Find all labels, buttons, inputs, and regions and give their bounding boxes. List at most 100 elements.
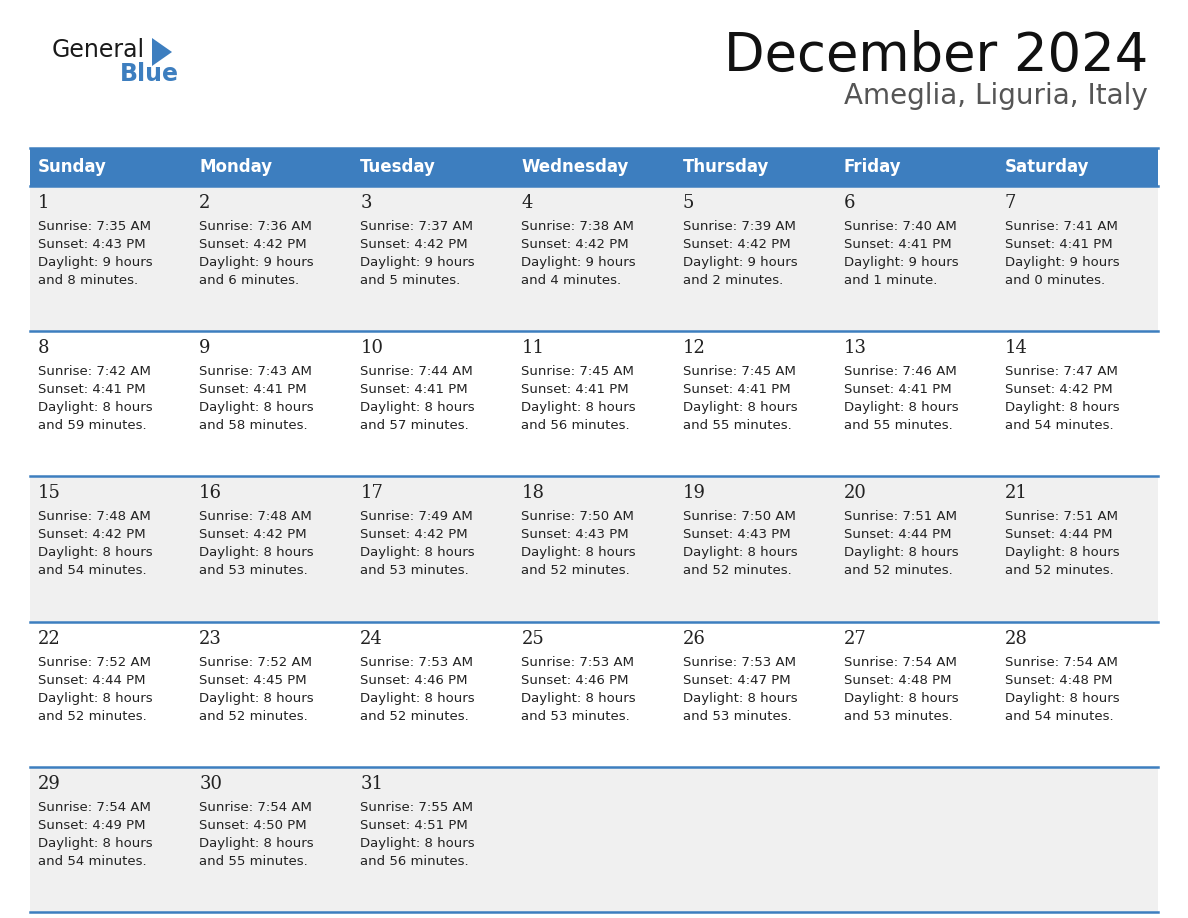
Text: Friday: Friday (843, 158, 902, 176)
Text: 31: 31 (360, 775, 384, 793)
Text: Daylight: 9 hours: Daylight: 9 hours (200, 256, 314, 269)
Text: 21: 21 (1005, 485, 1028, 502)
Text: and 52 minutes.: and 52 minutes. (1005, 565, 1113, 577)
Bar (30, 767, 1158, 912)
Text: Sunrise: 7:40 AM: Sunrise: 7:40 AM (843, 220, 956, 233)
Text: and 52 minutes.: and 52 minutes. (522, 565, 630, 577)
Text: Saturday: Saturday (1005, 158, 1089, 176)
Text: Sunrise: 7:49 AM: Sunrise: 7:49 AM (360, 510, 473, 523)
Text: Sunrise: 7:54 AM: Sunrise: 7:54 AM (843, 655, 956, 668)
Text: Sunrise: 7:37 AM: Sunrise: 7:37 AM (360, 220, 473, 233)
Text: Daylight: 8 hours: Daylight: 8 hours (360, 837, 475, 850)
Text: Sunset: 4:43 PM: Sunset: 4:43 PM (683, 529, 790, 542)
Text: Tuesday: Tuesday (360, 158, 436, 176)
Text: and 56 minutes.: and 56 minutes. (360, 855, 469, 868)
Text: Daylight: 9 hours: Daylight: 9 hours (843, 256, 959, 269)
Text: Daylight: 9 hours: Daylight: 9 hours (360, 256, 475, 269)
Text: and 58 minutes.: and 58 minutes. (200, 420, 308, 432)
Text: 19: 19 (683, 485, 706, 502)
Text: Sunset: 4:41 PM: Sunset: 4:41 PM (522, 383, 630, 397)
Text: Sunset: 4:44 PM: Sunset: 4:44 PM (843, 529, 952, 542)
Text: Sunset: 4:42 PM: Sunset: 4:42 PM (1005, 383, 1112, 397)
Text: Sunrise: 7:35 AM: Sunrise: 7:35 AM (38, 220, 151, 233)
Text: and 53 minutes.: and 53 minutes. (843, 710, 953, 722)
Text: Daylight: 8 hours: Daylight: 8 hours (200, 546, 314, 559)
Text: and 53 minutes.: and 53 minutes. (360, 565, 469, 577)
Text: Sunset: 4:42 PM: Sunset: 4:42 PM (200, 238, 307, 251)
Text: Daylight: 8 hours: Daylight: 8 hours (38, 691, 152, 705)
Text: Sunrise: 7:54 AM: Sunrise: 7:54 AM (200, 800, 312, 813)
Bar (30, 148, 191, 186)
Text: 18: 18 (522, 485, 544, 502)
Text: Sunrise: 7:53 AM: Sunrise: 7:53 AM (522, 655, 634, 668)
Text: 13: 13 (843, 339, 867, 357)
Text: Sunset: 4:48 PM: Sunset: 4:48 PM (843, 674, 952, 687)
Text: Daylight: 8 hours: Daylight: 8 hours (843, 546, 959, 559)
Bar (30, 331, 1158, 476)
Text: and 53 minutes.: and 53 minutes. (522, 710, 630, 722)
Text: Sunset: 4:47 PM: Sunset: 4:47 PM (683, 674, 790, 687)
Text: Wednesday: Wednesday (522, 158, 628, 176)
Bar (30, 621, 1158, 767)
Text: and 55 minutes.: and 55 minutes. (683, 420, 791, 432)
Text: and 52 minutes.: and 52 minutes. (38, 710, 147, 722)
Text: 28: 28 (1005, 630, 1028, 647)
Text: Daylight: 8 hours: Daylight: 8 hours (38, 546, 152, 559)
Text: Daylight: 8 hours: Daylight: 8 hours (1005, 401, 1119, 414)
Text: Daylight: 9 hours: Daylight: 9 hours (1005, 256, 1119, 269)
Text: and 4 minutes.: and 4 minutes. (522, 274, 621, 287)
Text: and 55 minutes.: and 55 minutes. (843, 420, 953, 432)
Text: Sunrise: 7:42 AM: Sunrise: 7:42 AM (38, 365, 151, 378)
Text: Ameglia, Liguria, Italy: Ameglia, Liguria, Italy (845, 82, 1148, 110)
Text: and 57 minutes.: and 57 minutes. (360, 420, 469, 432)
Bar (30, 476, 1158, 621)
Text: and 8 minutes.: and 8 minutes. (38, 274, 138, 287)
Text: and 52 minutes.: and 52 minutes. (360, 710, 469, 722)
Text: Sunset: 4:50 PM: Sunset: 4:50 PM (200, 819, 307, 832)
Text: Daylight: 8 hours: Daylight: 8 hours (522, 546, 636, 559)
Text: Sunrise: 7:51 AM: Sunrise: 7:51 AM (843, 510, 956, 523)
Text: and 52 minutes.: and 52 minutes. (683, 565, 791, 577)
Text: Sunrise: 7:43 AM: Sunrise: 7:43 AM (200, 365, 312, 378)
Text: Monday: Monday (200, 158, 272, 176)
Text: Sunset: 4:42 PM: Sunset: 4:42 PM (522, 238, 630, 251)
Text: 3: 3 (360, 194, 372, 212)
Text: Sunrise: 7:44 AM: Sunrise: 7:44 AM (360, 365, 473, 378)
Text: Sunset: 4:44 PM: Sunset: 4:44 PM (1005, 529, 1112, 542)
Text: Sunset: 4:42 PM: Sunset: 4:42 PM (38, 529, 146, 542)
Text: Thursday: Thursday (683, 158, 769, 176)
Text: Daylight: 8 hours: Daylight: 8 hours (360, 546, 475, 559)
Text: Daylight: 8 hours: Daylight: 8 hours (683, 401, 797, 414)
Text: Sunset: 4:45 PM: Sunset: 4:45 PM (200, 674, 307, 687)
Text: 9: 9 (200, 339, 210, 357)
Text: Blue: Blue (120, 62, 179, 86)
Text: Daylight: 8 hours: Daylight: 8 hours (360, 691, 475, 705)
Text: Sunrise: 7:45 AM: Sunrise: 7:45 AM (683, 365, 796, 378)
Text: and 1 minute.: and 1 minute. (843, 274, 937, 287)
Text: Daylight: 8 hours: Daylight: 8 hours (843, 401, 959, 414)
Text: Sunset: 4:42 PM: Sunset: 4:42 PM (360, 529, 468, 542)
Text: 22: 22 (38, 630, 61, 647)
Text: Daylight: 8 hours: Daylight: 8 hours (522, 401, 636, 414)
Text: and 55 minutes.: and 55 minutes. (200, 855, 308, 868)
Text: Daylight: 8 hours: Daylight: 8 hours (683, 691, 797, 705)
Text: and 52 minutes.: and 52 minutes. (200, 710, 308, 722)
Text: Sunset: 4:46 PM: Sunset: 4:46 PM (360, 674, 468, 687)
Bar (513, 148, 675, 186)
Text: Sunrise: 7:52 AM: Sunrise: 7:52 AM (200, 655, 312, 668)
Bar (835, 148, 997, 186)
Text: Sunset: 4:41 PM: Sunset: 4:41 PM (38, 383, 146, 397)
Text: 25: 25 (522, 630, 544, 647)
Text: 4: 4 (522, 194, 532, 212)
Text: Sunrise: 7:47 AM: Sunrise: 7:47 AM (1005, 365, 1118, 378)
Bar (675, 148, 835, 186)
Text: and 6 minutes.: and 6 minutes. (200, 274, 299, 287)
Text: and 53 minutes.: and 53 minutes. (200, 565, 308, 577)
Text: Daylight: 9 hours: Daylight: 9 hours (522, 256, 636, 269)
Text: Daylight: 9 hours: Daylight: 9 hours (38, 256, 152, 269)
Text: General: General (52, 38, 145, 62)
Text: December 2024: December 2024 (723, 30, 1148, 82)
Text: Sunrise: 7:54 AM: Sunrise: 7:54 AM (38, 800, 151, 813)
Text: 26: 26 (683, 630, 706, 647)
Text: 1: 1 (38, 194, 50, 212)
